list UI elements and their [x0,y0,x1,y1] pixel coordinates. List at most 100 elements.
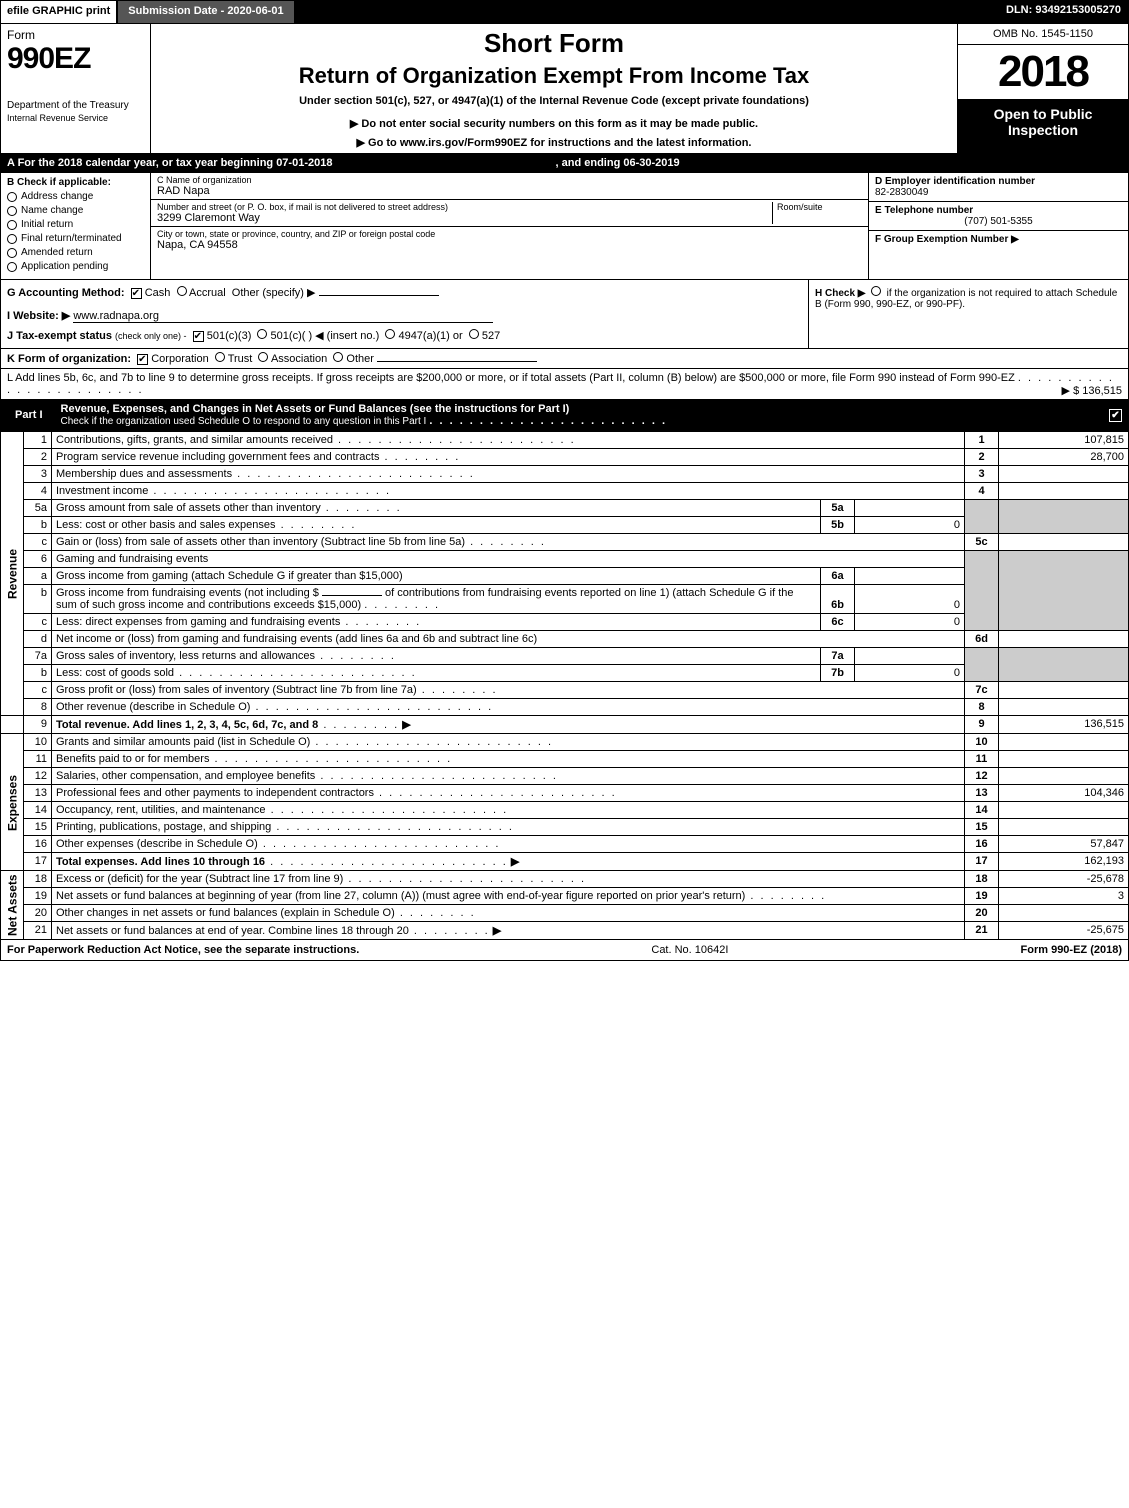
side-label-expenses: Expenses [1,734,24,871]
checkbox-name-change[interactable] [7,206,17,216]
checkbox-501c3[interactable] [193,331,204,342]
right-val [999,768,1129,785]
part1-checkbox[interactable]: ✔ [1109,409,1122,422]
col-b-title: B Check if applicable: [7,177,144,188]
checkbox-initial-return[interactable] [7,220,17,230]
shaded-cell [965,665,999,682]
line-desc: Total revenue. Add lines 1, 2, 3, 4, 5c,… [56,719,318,731]
right-val: 104,346 [999,785,1129,802]
submission-date-button[interactable]: Submission Date - 2020-06-01 [117,0,294,24]
label-501c3: 501(c)(3) [207,330,252,342]
checkbox-amended-return[interactable] [7,248,17,258]
checkbox-4947[interactable] [385,329,395,339]
do-not-enter-text: ▶ Do not enter social security numbers o… [159,117,949,130]
dots [276,519,357,531]
checkbox-cash[interactable] [131,288,142,299]
part1-badge: Part I [7,407,51,423]
irs-label: Internal Revenue Service [7,113,144,123]
under-section-text: Under section 501(c), 527, or 4947(a)(1)… [159,95,949,107]
right-num: 19 [965,888,999,905]
checkbox-other-org[interactable] [333,352,343,362]
line-desc: Net assets or fund balances at end of ye… [56,925,409,937]
right-num: 20 [965,905,999,922]
checkbox-527[interactable] [469,329,479,339]
right-val [999,802,1129,819]
checkbox-association[interactable] [258,352,268,362]
shaded-cell [965,500,999,517]
right-num: 18 [965,871,999,888]
line-desc: Contributions, gifts, grants, and simila… [56,434,333,446]
line-num: 11 [24,751,52,768]
label-corporation: Corporation [151,353,208,365]
form-word: Form [7,28,144,42]
line-num: 3 [24,466,52,483]
checkbox-application-pending[interactable] [7,262,17,272]
inner-num: 6a [821,568,855,585]
right-val: -25,678 [999,871,1129,888]
shaded-cell [965,585,999,614]
j-tax-exempt-label: J Tax-exempt status [7,330,112,342]
checkbox-final-return[interactable] [7,234,17,244]
line-num: c [24,614,52,631]
dots [258,838,501,850]
other-org-input[interactable] [377,361,537,362]
dots [209,753,452,765]
right-val [999,466,1129,483]
label-trust: Trust [228,353,253,365]
line-desc: Gaming and fundraising events [56,553,208,565]
right-val [999,751,1129,768]
k-label: K Form of organization: [7,353,131,365]
irs-link[interactable]: www.irs.gov/Form990EZ [400,137,527,149]
right-num: 3 [965,466,999,483]
dots [340,616,421,628]
l-text: L Add lines 5b, 6c, and 7b to line 9 to … [7,372,1015,384]
h-right: H Check ▶ if the organization is not req… [808,280,1128,348]
efile-print-button[interactable]: efile GRAPHIC print [0,0,117,24]
side-blank [1,716,24,734]
dots [174,667,417,679]
side-label-net-assets: Net Assets [1,871,24,940]
line-num: 18 [24,871,52,888]
line-num: 6 [24,551,52,568]
right-val [999,682,1129,699]
i-website-label: I Website: ▶ [7,310,70,322]
checkbox-accrual[interactable] [177,286,187,296]
footer-right: Form 990-EZ (2018) [1021,944,1122,956]
arrow-icon [490,925,502,937]
city-label: City or town, state or province, country… [157,229,862,239]
line-desc: Excess or (deficit) for the year (Subtra… [56,873,343,885]
checkbox-trust[interactable] [215,352,225,362]
right-val: 57,847 [999,836,1129,853]
line-desc: Printing, publications, postage, and shi… [56,821,271,833]
line-num: 14 [24,802,52,819]
line-num: 2 [24,449,52,466]
label-accrual: Accrual [189,287,226,299]
dots [379,451,460,463]
checkbox-schedule-b[interactable] [871,286,881,296]
right-num: 8 [965,699,999,716]
omb-number: OMB No. 1545-1150 [958,24,1128,45]
line-desc: Gain or (loss) from sale of assets other… [56,536,465,548]
6b-amount-input[interactable] [322,595,382,596]
right-num: 9 [965,716,999,734]
label-527: 527 [482,330,500,342]
shaded-cell [999,517,1129,534]
line-num: 17 [24,853,52,871]
checkbox-corporation[interactable] [137,354,148,365]
l-value: ▶ $ 136,515 [1062,384,1122,397]
spacer [295,0,998,24]
shaded-cell [965,551,999,568]
line-num: a [24,568,52,585]
footer-mid: Cat. No. 10642I [651,944,728,956]
line-desc: Program service revenue including govern… [56,451,379,463]
website-link[interactable]: www.radnapa.org [73,310,159,322]
header-center: Short Form Return of Organization Exempt… [151,24,958,153]
line-desc: Grants and similar amounts paid (list in… [56,736,310,748]
checkbox-address-change[interactable] [7,192,17,202]
inner-num: 7b [821,665,855,682]
line-desc: Less: cost of goods sold [56,667,174,679]
other-specify-input[interactable] [319,295,439,296]
checkbox-501c[interactable] [257,329,267,339]
right-num: 11 [965,751,999,768]
inner-val: 0 [855,517,965,534]
